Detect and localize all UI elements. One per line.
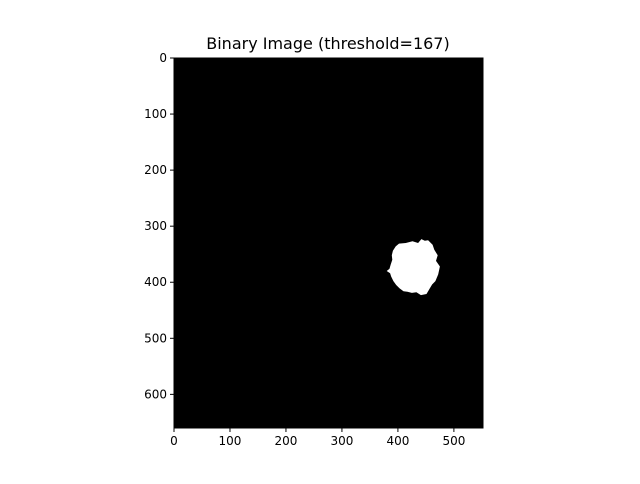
y-tick-label: 0 xyxy=(159,51,167,65)
axes-frame xyxy=(173,57,484,429)
foreground-blob xyxy=(386,239,440,296)
x-tick-label: 400 xyxy=(386,434,409,448)
y-tick-label: 300 xyxy=(144,219,167,233)
y-tick-label: 600 xyxy=(144,387,167,401)
y-tick-label: 500 xyxy=(144,331,167,345)
x-tick-label: 0 xyxy=(170,434,178,448)
chart-title: Binary Image (threshold=167) xyxy=(206,34,449,53)
y-tick-label: 200 xyxy=(144,163,167,177)
x-axis: 0 100 200 300 400 500 xyxy=(170,428,465,448)
x-tick-label: 200 xyxy=(275,434,298,448)
image-area xyxy=(174,58,483,428)
y-tick-label: 100 xyxy=(144,107,167,121)
y-axis: 0 100 200 300 400 500 600 xyxy=(144,51,174,401)
x-tick-label: 100 xyxy=(219,434,242,448)
x-tick-label: 500 xyxy=(442,434,465,448)
x-tick-label: 300 xyxy=(330,434,353,448)
y-tick-label: 400 xyxy=(144,275,167,289)
